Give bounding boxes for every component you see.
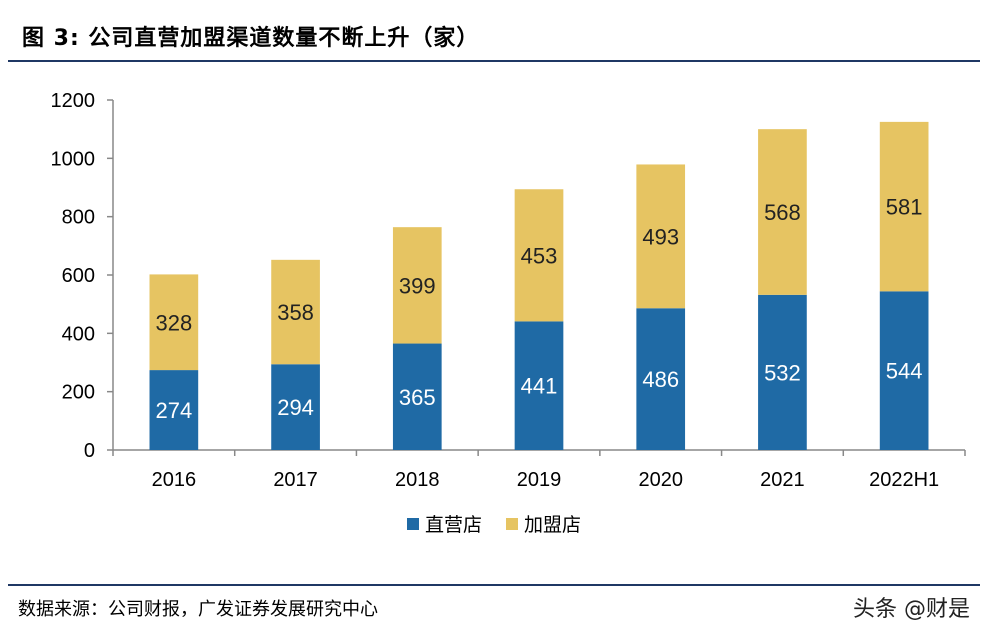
data-label-direct: 441	[521, 374, 558, 399]
data-label-direct: 532	[764, 360, 801, 385]
legend-item-direct: 直营店	[406, 510, 482, 537]
data-label-direct: 365	[399, 385, 436, 410]
y-tick-label: 600	[62, 265, 95, 287]
y-tick-label: 800	[62, 207, 95, 229]
title-divider	[8, 60, 980, 62]
data-label-franchise: 328	[155, 310, 192, 335]
x-tick-label: 2017	[273, 469, 318, 491]
data-label-franchise: 493	[642, 224, 679, 249]
bar-direct	[392, 343, 442, 450]
data-label-franchise: 358	[277, 300, 314, 325]
chart-title: 图 3: 公司直营加盟渠道数量不断上升（家）	[22, 26, 480, 51]
x-tick-label: 2022H1	[869, 469, 939, 491]
y-tick-label: 0	[84, 440, 95, 462]
watermark: 头条 @财是	[853, 597, 970, 622]
legend-item-franchise: 加盟店	[506, 510, 581, 537]
bar-direct	[636, 308, 686, 450]
x-tick-label: 2021	[760, 469, 805, 491]
y-tick-label: 1000	[51, 148, 96, 170]
legend-swatch-franchise	[506, 517, 518, 530]
source-note: 数据来源：公司财报，广发证券发展研究中心	[18, 599, 378, 620]
data-label-direct: 544	[886, 359, 923, 384]
x-tick-label: 2019	[517, 469, 562, 491]
data-label-direct: 294	[277, 395, 314, 420]
footer-divider	[8, 584, 980, 586]
legend-label-direct: 直营店	[424, 514, 482, 536]
legend-label-franchise: 加盟店	[524, 514, 582, 536]
bar-direct	[879, 291, 929, 450]
data-label-franchise: 399	[399, 273, 436, 298]
bar-franchise	[514, 189, 564, 322]
bar-franchise	[392, 227, 442, 344]
x-tick-label: 2020	[638, 469, 683, 491]
bar-direct	[514, 321, 564, 450]
bar-franchise	[636, 164, 686, 309]
legend-swatch-direct	[406, 517, 419, 530]
data-label-franchise: 568	[764, 200, 801, 225]
bar-direct	[758, 294, 807, 450]
y-tick-label: 200	[62, 382, 95, 404]
y-tick-label: 1200	[51, 90, 96, 112]
bar-franchise	[758, 129, 807, 295]
x-tick-label: 2018	[395, 469, 440, 491]
chart-legend: 直营店 加盟店	[0, 510, 988, 537]
bar-franchise	[149, 274, 199, 371]
bar-franchise	[271, 259, 320, 365]
bar-direct	[149, 370, 199, 450]
data-label-direct: 486	[642, 367, 679, 392]
data-label-franchise: 453	[521, 243, 558, 268]
stacked-bar-chart: 0 200 400 600 800 1000 1200 274 328 2016 294 358 201…	[51, 90, 966, 491]
y-tick-label: 400	[62, 323, 95, 345]
x-tick-label: 2016	[152, 469, 197, 491]
data-label-direct: 274	[155, 398, 192, 423]
bar-franchise	[879, 121, 929, 292]
bar-direct	[271, 364, 320, 450]
data-label-franchise: 581	[886, 195, 923, 220]
